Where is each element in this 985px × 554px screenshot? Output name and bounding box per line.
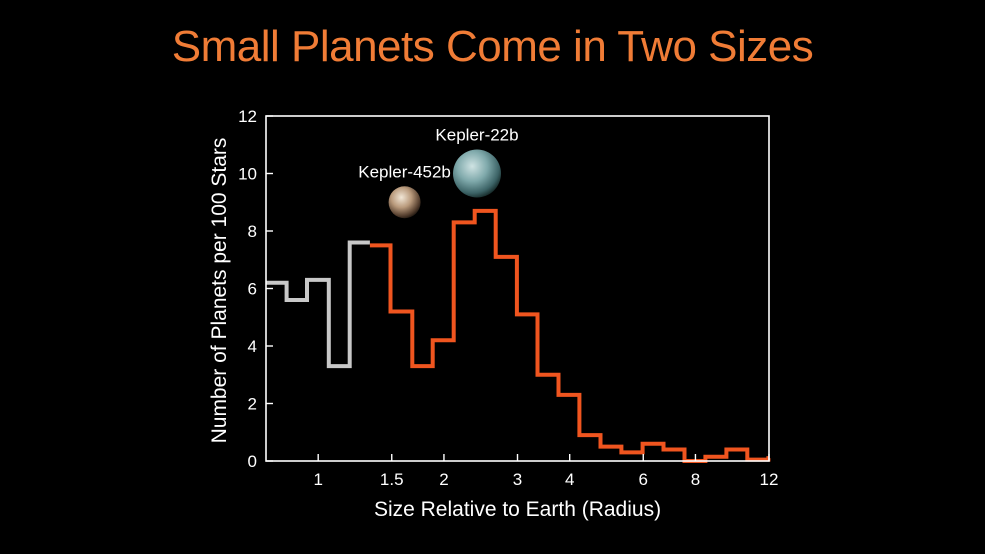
series-0-step-line bbox=[266, 240, 370, 369]
rocky-planet-icon bbox=[388, 186, 421, 219]
y-tick-label: 10 bbox=[238, 165, 257, 184]
y-axis-label: Number of Planets per 100 Stars bbox=[208, 138, 231, 444]
x-axis-label: Size Relative to Earth (Radius) bbox=[374, 498, 661, 521]
x-tick-label: 4 bbox=[565, 470, 574, 489]
planet-label: Kepler-22b bbox=[435, 126, 518, 145]
x-tick-label: 3 bbox=[513, 470, 522, 489]
y-tick-label: 6 bbox=[248, 280, 257, 299]
y-tick-label: 2 bbox=[248, 395, 257, 414]
y-tick-label: 12 bbox=[238, 107, 257, 126]
x-tick-label: 8 bbox=[691, 470, 700, 489]
y-tick-label: 8 bbox=[248, 222, 257, 241]
x-tick-label: 12 bbox=[760, 470, 779, 489]
ocean-planet-icon bbox=[453, 149, 502, 198]
x-tick-label: 2 bbox=[439, 470, 448, 489]
y-tick-label: 0 bbox=[248, 452, 257, 471]
y-tick-label: 4 bbox=[248, 337, 257, 356]
series-1-step-line bbox=[369, 208, 771, 463]
x-tick-label: 1.5 bbox=[380, 470, 404, 489]
x-tick-label: 6 bbox=[639, 470, 648, 489]
page-title: Small Planets Come in Two Sizes bbox=[171, 22, 814, 71]
x-tick-label: 1 bbox=[313, 470, 322, 489]
planet-label: Kepler-452b bbox=[358, 162, 451, 181]
